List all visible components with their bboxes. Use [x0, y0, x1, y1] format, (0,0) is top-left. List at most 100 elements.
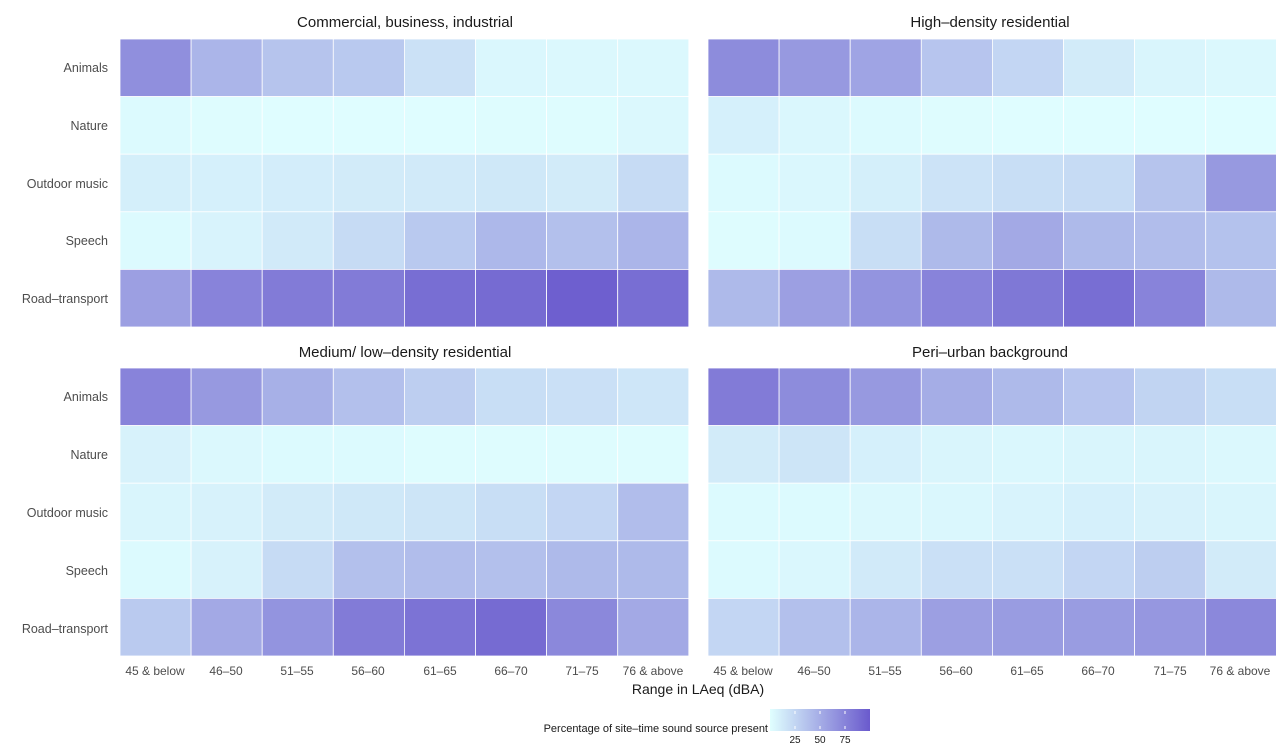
heat-cell [403, 598, 476, 657]
panel-title-high-density: High–density residential [910, 14, 1069, 31]
heat-cell [546, 540, 619, 599]
heat-cell [190, 482, 263, 542]
row-label-nature: Nature [70, 119, 108, 133]
heat-cell [190, 367, 263, 426]
heat-cell [475, 153, 547, 213]
col-label: 61–65 [1010, 664, 1044, 678]
heat-cell [1205, 482, 1276, 542]
heat-cell [1063, 367, 1135, 426]
heat-cell [1205, 211, 1276, 270]
legend-tick-label: 75 [839, 735, 851, 746]
heat-cell [920, 268, 993, 328]
heat-cell [920, 367, 993, 426]
heat-cell [992, 211, 1064, 270]
heat-cell [1063, 211, 1135, 270]
heat-cell [1063, 598, 1135, 657]
heat-cell [403, 367, 476, 426]
heat-cell [119, 38, 192, 97]
heat-cell [403, 153, 476, 213]
heat-cell [849, 268, 922, 328]
row-label-road-transport: Road–transport [22, 292, 109, 306]
row-label-animals: Animals [64, 390, 108, 404]
heat-cell [332, 153, 405, 213]
heat-cell [992, 367, 1064, 426]
heat-cell [261, 211, 334, 270]
heat-cell [475, 425, 547, 484]
heat-cell [546, 96, 619, 155]
heat-cell [1134, 598, 1207, 657]
legend-colorbar [770, 709, 870, 731]
col-label: 71–75 [1153, 664, 1187, 678]
heat-cell [1134, 96, 1207, 155]
heat-cell [778, 540, 851, 599]
col-label: 61–65 [423, 664, 457, 678]
heat-cell [190, 38, 263, 97]
heat-cell [1134, 153, 1207, 213]
heat-cell [475, 482, 547, 542]
heat-cell [475, 96, 547, 155]
row-label-nature: Nature [70, 448, 108, 462]
heat-cell [1205, 268, 1276, 328]
heat-cell [546, 425, 619, 484]
heat-cell [332, 38, 405, 97]
heat-cell [1205, 540, 1276, 599]
heat-cell [992, 482, 1064, 542]
heat-cell [617, 598, 690, 657]
panel-title-commercial: Commercial, business, industrial [297, 14, 513, 31]
heat-cell [190, 425, 263, 484]
heat-cell [778, 425, 851, 484]
col-label: 51–55 [868, 664, 902, 678]
heat-cell [617, 482, 690, 542]
heat-cell [119, 96, 192, 155]
heat-cell [992, 96, 1064, 155]
heat-cell [1063, 153, 1135, 213]
heat-cell [1134, 211, 1207, 270]
heat-cell [1134, 367, 1207, 426]
heat-cell [261, 268, 334, 328]
heat-cell [119, 367, 192, 426]
heat-cell [617, 268, 690, 328]
row-labels-top: Animals Nature Outdoor music Speech Road… [22, 61, 109, 306]
heat-cell [849, 482, 922, 542]
heat-cell [707, 598, 780, 657]
heat-cell [920, 153, 993, 213]
heat-cell [119, 598, 192, 657]
heat-cell [119, 268, 192, 328]
heat-cell [849, 153, 922, 213]
heat-cell [778, 38, 851, 97]
heat-cell [475, 268, 547, 328]
heat-cell [617, 211, 690, 270]
heat-cell [332, 598, 405, 657]
heat-cell [546, 268, 619, 328]
heatmap-cells [119, 38, 1276, 657]
panel-title-peri-urban: Peri–urban background [912, 344, 1068, 361]
heat-cell [119, 153, 192, 213]
heat-cell [546, 367, 619, 426]
legend-tick-label: 50 [814, 735, 826, 746]
heat-cell [190, 540, 263, 599]
heat-cell [992, 38, 1064, 97]
heat-cell [332, 96, 405, 155]
col-label: 76 & above [1210, 664, 1271, 678]
heat-cell [778, 598, 851, 657]
heat-cell [1134, 38, 1207, 97]
heat-cell [1063, 482, 1135, 542]
heat-cell [1134, 425, 1207, 484]
heat-cell [475, 367, 547, 426]
col-label: 46–50 [797, 664, 831, 678]
heat-cell [1134, 268, 1207, 328]
heat-cell [707, 96, 780, 155]
row-label-speech: Speech [66, 564, 108, 578]
heat-cell [849, 211, 922, 270]
col-label: 56–60 [351, 664, 385, 678]
heat-cell [920, 96, 993, 155]
heat-cell [849, 96, 922, 155]
heat-cell [707, 425, 780, 484]
heat-cell [920, 211, 993, 270]
legend-title: Percentage of site–time sound source pre… [544, 723, 768, 735]
heat-cell [1063, 38, 1135, 97]
heat-cell [1063, 96, 1135, 155]
heat-cell [1205, 96, 1276, 155]
heat-cell [778, 153, 851, 213]
